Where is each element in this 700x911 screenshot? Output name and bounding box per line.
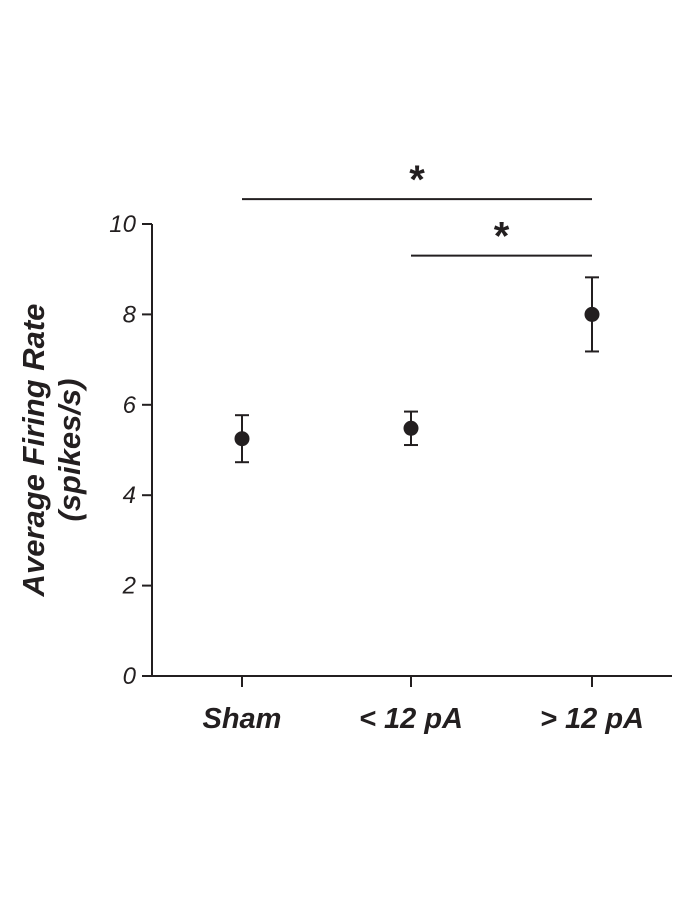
- y-tick-label: 4: [123, 482, 136, 509]
- x-category-label: < 12 pA: [359, 703, 463, 735]
- significance-brackets: **: [242, 158, 592, 259]
- y-tick-label: 6: [123, 392, 137, 419]
- significance-star: *: [494, 215, 510, 259]
- y-axis-title-line2: (spikes/s): [52, 378, 87, 521]
- y-axis-title-line1: Average Firing Rate: [16, 304, 51, 598]
- data-point: [403, 420, 419, 436]
- significance-star: *: [409, 158, 425, 202]
- x-categories: Sham < 12 pA > 12 pA: [203, 676, 644, 735]
- y-tick-label: 2: [122, 573, 136, 600]
- y-tick-label: 0: [123, 663, 137, 690]
- error-bars: [235, 276, 599, 464]
- data-points: [234, 306, 600, 447]
- data-point: [234, 431, 250, 447]
- data-point: [584, 306, 600, 322]
- x-category-label: Sham: [203, 703, 282, 735]
- axes: [151, 224, 672, 677]
- y-ticks: 0 2 4 6 8 10: [109, 211, 152, 690]
- y-tick-label: 10: [109, 211, 136, 238]
- y-axis-title: Average Firing Rate (spikes/s): [16, 304, 87, 598]
- x-category-label: > 12 pA: [540, 703, 644, 735]
- y-tick-label: 8: [123, 301, 137, 328]
